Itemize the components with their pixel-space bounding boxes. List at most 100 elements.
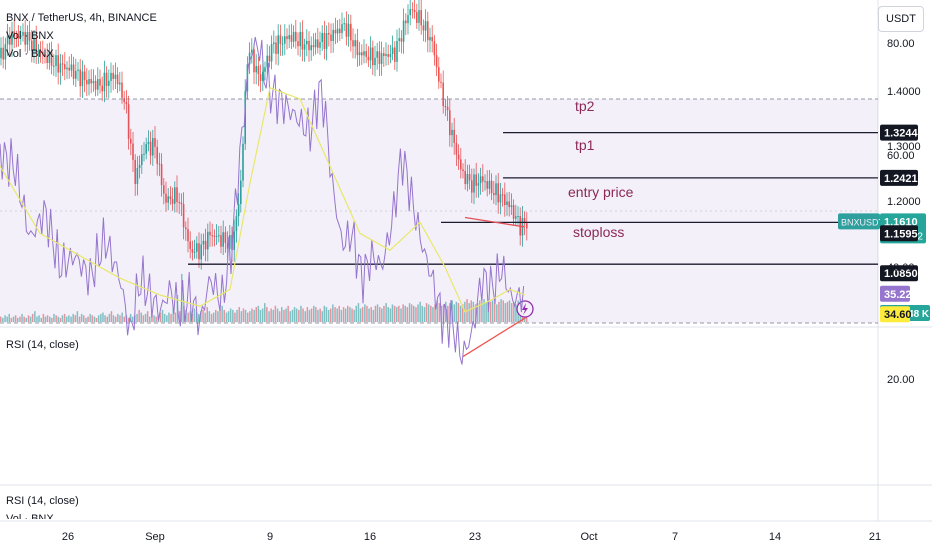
volume-bar [325, 307, 328, 322]
candle-body [411, 9, 414, 11]
candle-body [119, 82, 121, 85]
candle-body [163, 185, 165, 194]
volume-bar [255, 307, 257, 322]
candle-body [389, 54, 392, 57]
candle-body [187, 229, 189, 242]
volume-bar [481, 301, 483, 323]
volume-bar [372, 309, 375, 323]
candle-body [196, 243, 198, 252]
volume-bar [4, 315, 6, 323]
volume-bar [80, 313, 83, 322]
volume-bar [168, 312, 170, 323]
candle-body [284, 36, 286, 44]
price-tag-tp2: 1.3244 [884, 128, 919, 140]
volume-bar [506, 301, 509, 323]
candle-body [105, 72, 108, 86]
volume-bar [212, 312, 215, 323]
candle-body [15, 36, 18, 38]
volume-bar [445, 301, 447, 323]
volume-bar [436, 300, 438, 322]
candle-body [77, 69, 79, 71]
volume-bar [387, 307, 389, 322]
candle-body [356, 40, 359, 56]
candle-body [325, 33, 328, 49]
candle-body [413, 10, 416, 13]
volume-bar [240, 311, 243, 322]
candle-body [167, 196, 169, 203]
candle-body [233, 231, 235, 250]
candle-body [484, 181, 486, 183]
rsi-legend: RSI (14, close) [6, 339, 79, 351]
candle-body [191, 249, 194, 253]
volume-bar [106, 316, 108, 322]
candle-body [442, 82, 444, 106]
candle-body [112, 72, 114, 79]
volume-bar [0, 316, 2, 322]
volume-bar [34, 311, 36, 322]
volume-bar [221, 305, 223, 322]
volume-bar [357, 303, 360, 322]
volume-bar [419, 301, 421, 323]
candle-body [83, 71, 86, 81]
candle-body [20, 35, 22, 38]
candle-body [224, 232, 227, 243]
candle-body [28, 32, 31, 41]
volume-bar [100, 313, 102, 322]
volume-bar [189, 311, 191, 322]
volume-bar [302, 308, 304, 322]
volume-bar [287, 305, 289, 322]
price-tag-tp1-bg [880, 169, 918, 186]
candle-body [9, 35, 11, 45]
volume-bar [42, 313, 45, 322]
volume-bar [402, 304, 404, 322]
candle-body [438, 67, 440, 82]
volume-bar [259, 309, 262, 323]
time-axis-label: 14 [769, 531, 781, 543]
candle-body [182, 204, 185, 228]
volume-bar [327, 309, 330, 323]
candle-body [504, 194, 506, 205]
volume-bar [323, 305, 326, 322]
volume-bar [398, 305, 400, 322]
price-divergence-line [464, 216, 525, 228]
candle-body [358, 52, 361, 56]
volume-bar [276, 308, 279, 322]
volume-bar [31, 313, 34, 322]
candle-body [152, 138, 154, 156]
volume-bar [406, 307, 409, 322]
volume-bar [353, 309, 355, 323]
candle-body [132, 143, 134, 160]
candle-body [275, 42, 277, 54]
volume-bar [500, 299, 502, 323]
volume-bar [27, 315, 30, 323]
currency-selector-button[interactable]: USDT [878, 6, 924, 32]
candle-body [499, 194, 502, 203]
candle-body [200, 244, 202, 260]
candle-body [493, 193, 495, 196]
volume-bar [68, 315, 70, 323]
volume-bar [19, 316, 21, 322]
volume-bar [393, 305, 396, 322]
volume-bar [72, 313, 74, 322]
volume-bar [21, 313, 23, 322]
candle-body [420, 10, 422, 26]
candle-body [409, 9, 411, 16]
candle-body [37, 51, 40, 53]
volume-bar [63, 313, 66, 322]
candle-body [92, 80, 95, 84]
volume-bar [368, 308, 370, 322]
volume-bar [295, 308, 298, 322]
candle-body [281, 43, 284, 45]
volume-bar [229, 308, 232, 322]
level-label-entry-price: entry price [568, 184, 634, 200]
candle-body [222, 232, 224, 247]
candle-body [490, 180, 493, 194]
level-label-tp2: tp2 [575, 98, 595, 114]
candle-body [303, 44, 306, 50]
price-tag-stoploss: 1.0850 [884, 268, 918, 280]
volume-bar [283, 309, 285, 323]
candle-body [220, 235, 222, 247]
volume-bar [347, 305, 349, 322]
